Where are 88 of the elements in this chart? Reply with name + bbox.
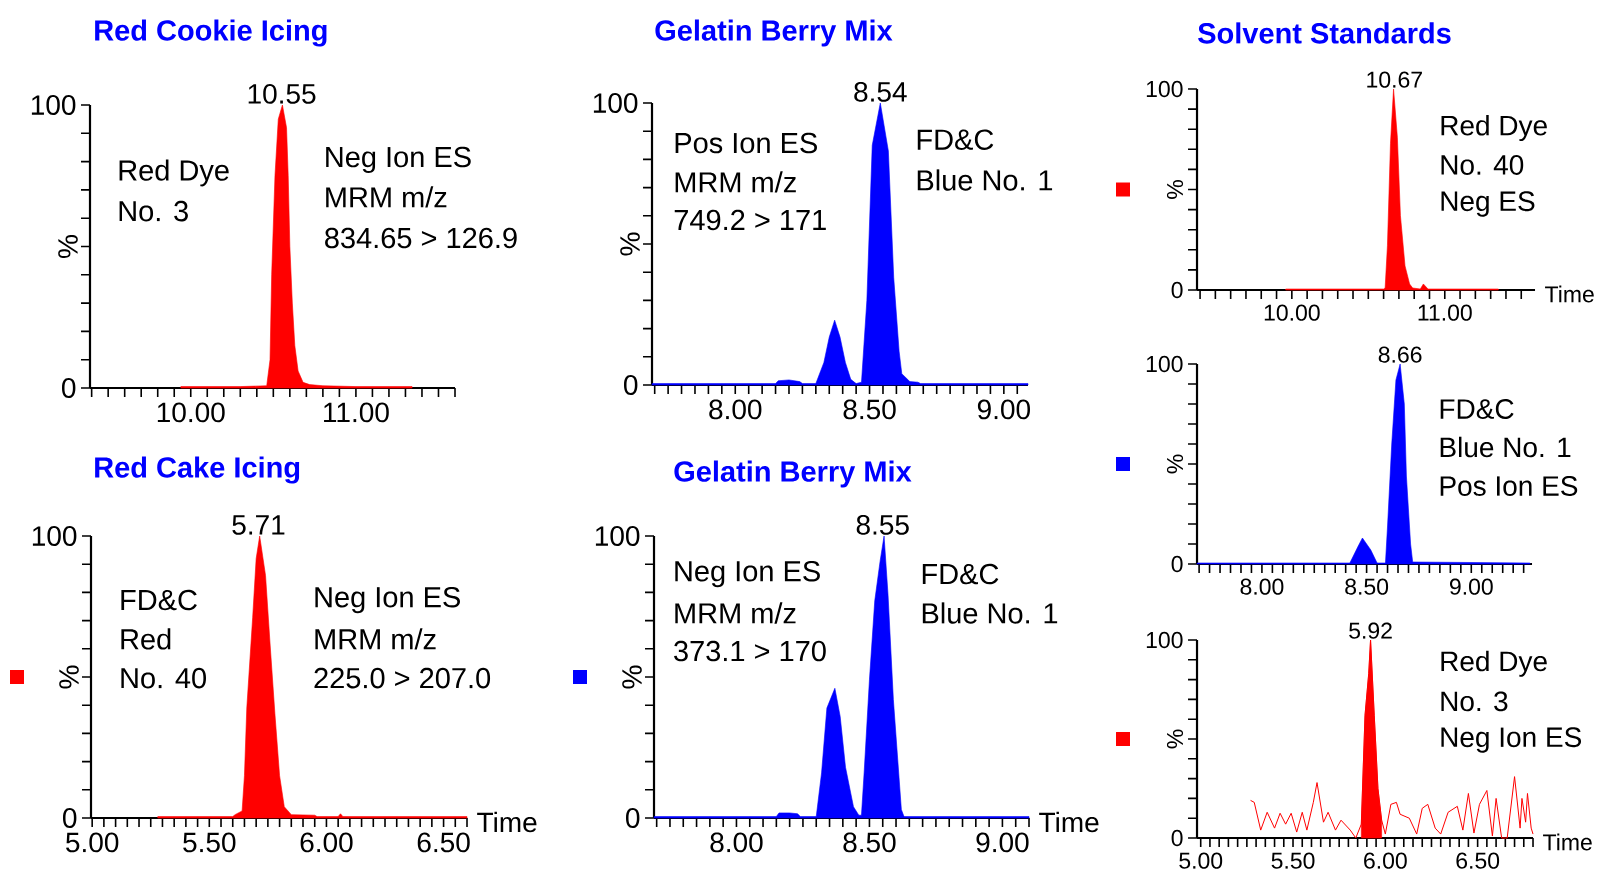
y-axis-title: % bbox=[620, 232, 640, 256]
y-axis-title: % bbox=[58, 235, 78, 258]
y-axis-title: % bbox=[1166, 454, 1184, 474]
annotation: 8.54 bbox=[854, 81, 907, 102]
y-tick-label: 0 bbox=[62, 378, 76, 398]
annotation: MRM m/z bbox=[315, 628, 436, 650]
y-axis-title: % bbox=[1166, 729, 1184, 749]
y-tick-label: 100 bbox=[1146, 631, 1183, 649]
annotation: Red bbox=[121, 628, 171, 650]
y-tick-label: 0 bbox=[1171, 829, 1183, 847]
x-tick-label: 9.00 bbox=[976, 832, 1029, 853]
annotation: Pos Ion ES bbox=[1440, 476, 1578, 496]
annotation: 373.1 > 170 bbox=[674, 640, 826, 662]
x-axis-title: Time bbox=[1039, 811, 1099, 833]
annotation: MRM m/z bbox=[675, 602, 796, 624]
y-tick-label: 100 bbox=[595, 526, 640, 546]
y-tick-label: 0 bbox=[624, 375, 638, 395]
annotation: FD&C bbox=[917, 129, 994, 150]
y-tick-label: 0 bbox=[1171, 281, 1183, 299]
x-tick-label: 10.00 bbox=[1264, 304, 1320, 321]
y-axis-title: % bbox=[59, 665, 79, 689]
x-tick-label: 5.50 bbox=[183, 832, 236, 853]
annotation: MRM m/z bbox=[326, 186, 447, 208]
annotation: 5.92 bbox=[1349, 622, 1392, 639]
y-tick-label: 100 bbox=[1146, 80, 1183, 98]
x-tick-label: 11.00 bbox=[324, 402, 389, 423]
annotation: Red Dye bbox=[1441, 650, 1547, 677]
x-axis-title: Time bbox=[1545, 285, 1594, 303]
annotation: No. 3 bbox=[119, 200, 188, 222]
annotation: 225.0 > 207.0 bbox=[314, 667, 491, 689]
x-tick-label: 8.00 bbox=[1240, 578, 1284, 595]
annotation: Blue No. 1 bbox=[917, 169, 1053, 191]
y-tick-label: 0 bbox=[63, 808, 77, 828]
annotation: Pos Ion ES bbox=[675, 132, 817, 154]
y-tick-label: 100 bbox=[32, 526, 77, 546]
annotation: No. 40 bbox=[1441, 155, 1524, 175]
annotation: Blue No. 1 bbox=[1440, 436, 1571, 458]
y-axis-title: % bbox=[1166, 180, 1184, 199]
x-tick-label: 8.50 bbox=[843, 399, 896, 420]
annotation: 8.55 bbox=[856, 514, 909, 535]
y-tick-label: 0 bbox=[626, 808, 640, 828]
annotation: FD&C bbox=[121, 589, 197, 611]
annotation: No. 3 bbox=[1441, 691, 1508, 712]
annotation: Red Dye bbox=[1441, 114, 1547, 142]
annotation: 5.71 bbox=[232, 515, 285, 535]
annotation: 749.2 > 171 bbox=[674, 209, 826, 231]
x-tick-label: 8.50 bbox=[843, 832, 896, 853]
x-tick-label: 5.00 bbox=[66, 832, 119, 853]
x-tick-label: 6.00 bbox=[1364, 852, 1407, 869]
annotation: Neg Ion ES bbox=[326, 146, 471, 174]
x-tick-label: 9.00 bbox=[1449, 578, 1493, 595]
x-tick-label: 9.00 bbox=[977, 399, 1030, 420]
annotation: 8.66 bbox=[1378, 346, 1422, 363]
y-tick-label: 100 bbox=[1146, 355, 1183, 373]
annotation: Neg Ion ES bbox=[1441, 727, 1582, 753]
x-tick-label: 5.50 bbox=[1271, 852, 1315, 869]
x-tick-label: 11.00 bbox=[1418, 304, 1472, 321]
y-tick-label: 0 bbox=[1171, 555, 1183, 573]
annotation: Blue No. 1 bbox=[922, 602, 1058, 624]
annotation: 834.65 > 126.9 bbox=[325, 227, 517, 249]
y-axis-title: % bbox=[622, 665, 642, 689]
annotation: MRM m/z bbox=[675, 171, 796, 193]
x-axis-title: Time bbox=[1543, 833, 1592, 851]
annotation: Neg Ion ES bbox=[675, 560, 820, 588]
chart-title: Solvent Standards bbox=[1198, 22, 1451, 44]
annotation: 10.55 bbox=[248, 83, 316, 104]
x-tick-label: 6.50 bbox=[417, 832, 470, 853]
annotation: Neg ES bbox=[1441, 191, 1535, 217]
chart-title: Gelatin Berry Mix bbox=[655, 19, 893, 47]
annotation: FD&C bbox=[1440, 399, 1514, 419]
x-axis-title: Time bbox=[477, 811, 537, 833]
x-tick-label: 6.50 bbox=[1456, 852, 1500, 869]
x-tick-label: 6.00 bbox=[300, 832, 353, 853]
x-tick-label: 8.00 bbox=[710, 832, 763, 853]
x-tick-label: 10.00 bbox=[157, 402, 225, 423]
annotation: 10.67 bbox=[1367, 71, 1422, 88]
annotation: Neg Ion ES bbox=[315, 586, 460, 614]
y-tick-label: 100 bbox=[593, 93, 638, 113]
x-tick-label: 5.00 bbox=[1179, 852, 1223, 869]
x-tick-label: 8.50 bbox=[1345, 578, 1389, 595]
annotation: Red Dye bbox=[119, 159, 229, 187]
annotation: FD&C bbox=[922, 563, 999, 585]
annotation: No. 40 bbox=[121, 667, 206, 689]
x-tick-label: 8.00 bbox=[709, 399, 762, 420]
chart-title: Red Cake Icing bbox=[95, 456, 300, 484]
y-tick-label: 100 bbox=[31, 95, 76, 115]
chart-title: Gelatin Berry Mix bbox=[674, 460, 912, 488]
chart-title: Red Cookie Icing bbox=[95, 19, 327, 47]
